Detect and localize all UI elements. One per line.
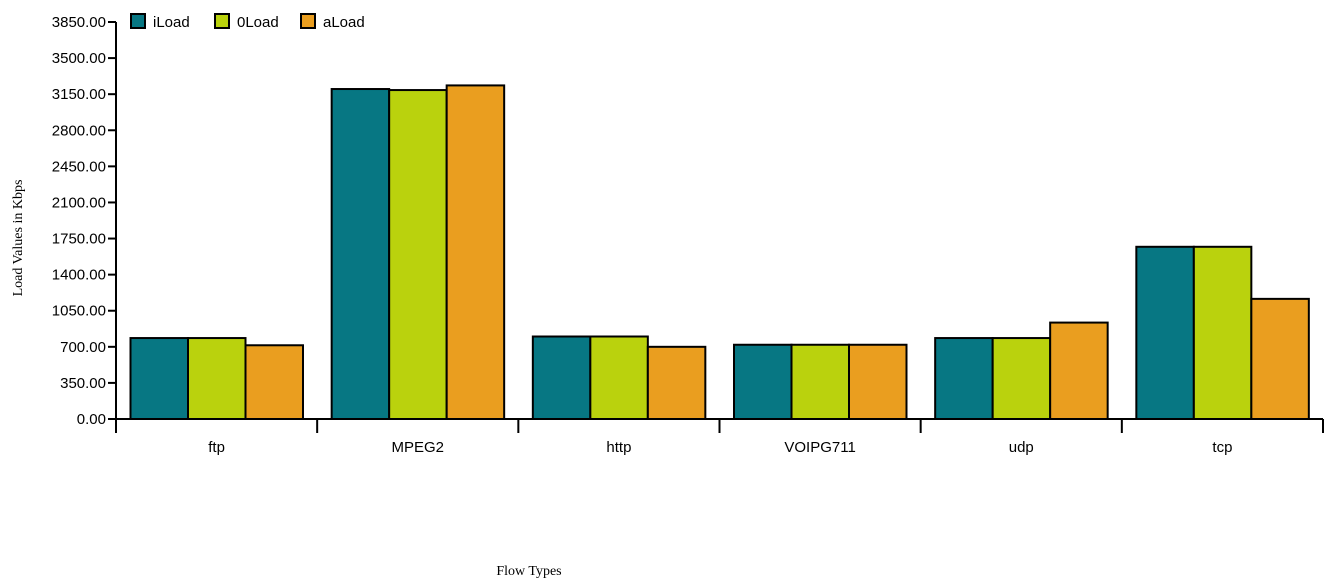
bar-0Load-udp xyxy=(991,337,1052,421)
y-tick-label: 3150.00 xyxy=(52,86,106,103)
x-tick-label: VOIPG711 xyxy=(784,439,855,456)
y-axis-title: Load Values in Kbps xyxy=(11,180,26,297)
x-tick-label: http xyxy=(606,439,631,456)
bar-0Load-MPEG2 xyxy=(388,89,448,421)
bar-aLoad-tcp xyxy=(1250,297,1310,421)
bar-aLoad-ftp xyxy=(244,344,304,420)
bar-0Load-ftp xyxy=(187,337,247,421)
y-tick-label: 2100.00 xyxy=(52,194,106,211)
y-tick-label: 350.00 xyxy=(60,375,106,392)
y-tick-label: 3850.00 xyxy=(52,14,106,31)
bar-0Load-http xyxy=(589,335,649,421)
y-tick-label: 3500.00 xyxy=(52,50,106,67)
x-tick-label: tcp xyxy=(1212,439,1232,456)
y-tick-label: 1050.00 xyxy=(52,303,106,320)
legend-label: iLoad xyxy=(153,14,190,31)
y-tick-label: 1400.00 xyxy=(52,267,106,284)
y-tick-label: 2450.00 xyxy=(52,158,106,175)
bar-iLoad-ftp xyxy=(129,337,189,421)
x-tick-label: ftp xyxy=(208,439,225,456)
bar-iLoad-VOIPG711 xyxy=(733,343,793,420)
y-tick-label: 2800.00 xyxy=(52,122,106,139)
x-tick-label: udp xyxy=(1009,439,1034,456)
legend-swatch-iLoad xyxy=(130,13,146,29)
legend: iLoad 0Load aLoad xyxy=(130,13,365,31)
bar-0Load-tcp xyxy=(1192,245,1253,420)
bar-iLoad-tcp xyxy=(1135,245,1195,420)
legend-label: aLoad xyxy=(323,14,365,31)
bar-aLoad-MPEG2 xyxy=(445,84,506,421)
bar-iLoad-udp xyxy=(934,337,994,421)
bar-aLoad-http xyxy=(646,345,707,420)
bar-0Load-VOIPG711 xyxy=(790,343,850,420)
bar-aLoad-VOIPG711 xyxy=(848,343,908,420)
legend-label: 0Load xyxy=(237,14,279,31)
bars xyxy=(129,84,1310,421)
bar-iLoad-http xyxy=(531,335,592,421)
legend-swatch-0Load xyxy=(214,13,230,29)
y-tick-label: 0.00 xyxy=(77,411,106,428)
x-axis: ftp MPEG2 http VOIPG711 udp tcp xyxy=(115,418,1324,456)
bar-iLoad-MPEG2 xyxy=(330,88,391,420)
x-axis-title: Flow Types xyxy=(496,564,561,579)
y-axis: 0.00 350.00 700.00 1050.00 1400.00 1750.00 210… xyxy=(52,14,117,428)
y-tick-label: 1750.00 xyxy=(52,231,106,248)
legend-swatch-aLoad xyxy=(300,13,316,29)
bar-aLoad-udp xyxy=(1049,321,1109,421)
x-tick-label: MPEG2 xyxy=(391,439,444,456)
y-tick-label: 700.00 xyxy=(60,339,106,356)
